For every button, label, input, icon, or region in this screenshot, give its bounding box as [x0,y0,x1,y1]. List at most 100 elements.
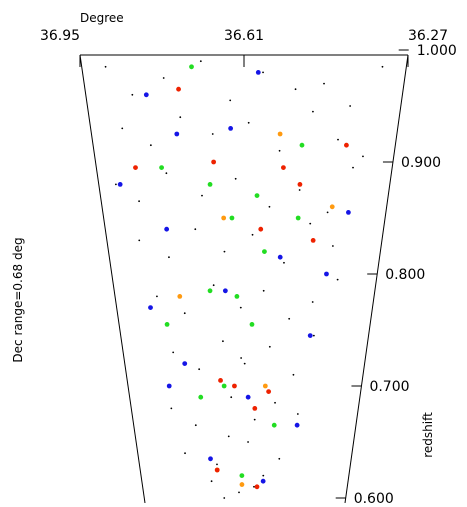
point [268,205,271,208]
point [251,233,254,236]
point [104,65,107,68]
point [239,306,242,309]
y-axis-title: Dec range=0.68 deg [11,237,25,362]
point [312,110,314,113]
y-tick-label: 0.700 [369,379,409,395]
point [184,452,186,455]
point [166,383,172,389]
point [240,357,243,359]
point [165,172,168,175]
point [247,441,249,443]
point [182,361,188,366]
point [331,245,334,247]
point [232,383,237,389]
point [234,294,240,299]
point [194,228,197,231]
point [170,407,173,410]
point [252,406,258,411]
point [326,211,329,214]
point [168,256,170,259]
y-tick-label: 1.000 [417,43,457,59]
point [133,165,138,171]
y-tick-label: 0.900 [401,155,441,171]
point [277,254,283,260]
point [281,165,286,171]
point [174,131,180,137]
point [239,482,245,487]
point [148,305,153,310]
point [278,457,281,460]
y-tick-label: 0.800 [385,267,425,283]
x-axis-title: Degree [80,11,124,25]
point [221,383,227,389]
point [164,226,170,232]
point [221,215,227,221]
point [346,210,351,215]
point [245,394,251,400]
point [239,473,245,478]
point [294,422,300,428]
point [223,250,226,253]
point [247,121,250,124]
point [299,142,305,148]
point [222,340,224,343]
point [214,467,220,473]
point [344,142,349,148]
point [207,182,213,187]
point [323,82,325,85]
point [218,378,223,383]
point [216,463,218,466]
point [212,284,215,287]
point [198,368,201,371]
point [262,474,265,477]
point [262,383,268,389]
point [324,271,329,277]
point [223,497,226,499]
point [288,317,291,320]
point [198,394,204,400]
point [131,93,134,96]
y-tick-label: 0.600 [354,491,394,503]
point [349,105,352,107]
point [162,77,165,79]
point [228,125,234,131]
point [238,491,240,494]
point [262,289,265,292]
point [179,116,182,119]
point [352,166,354,169]
x-tick-label: 36.27 [408,28,448,44]
point [172,351,175,354]
wedge-right [344,54,409,504]
point [159,165,164,171]
x-tick-label: 36.95 [40,28,80,44]
point [292,373,295,376]
wedge-left [79,54,146,504]
point [230,396,233,399]
point [227,435,230,438]
point [262,71,264,74]
point [283,261,285,264]
point [211,159,217,165]
point [310,238,316,243]
point [312,334,315,337]
point [234,177,237,180]
point [255,70,261,75]
point [278,149,281,152]
point [311,301,314,303]
point [271,422,277,428]
point [222,288,228,294]
point [121,127,124,130]
point [194,424,197,427]
point [143,92,149,98]
point [243,362,246,365]
point [258,226,264,232]
point [183,312,186,315]
point [297,182,303,187]
point [298,189,301,191]
point [117,182,123,187]
point [277,131,283,137]
point [309,222,312,225]
point [201,194,203,197]
point [254,193,260,199]
